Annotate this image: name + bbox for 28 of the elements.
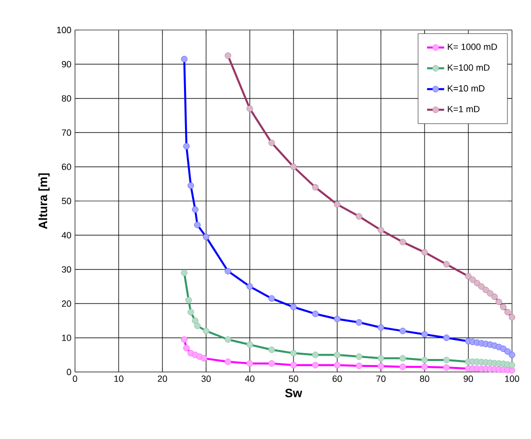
y-tick-label: 10 (62, 334, 72, 341)
legend-label: K=1 mD (448, 106, 480, 112)
y-tick-label: 20 (62, 300, 72, 307)
y-tick-label: 50 (62, 198, 72, 204)
y-tick-label: 30 (62, 266, 72, 273)
x-tick-label: 90 (464, 376, 473, 382)
x-tick-label: 30 (201, 376, 211, 382)
y-tick-label: 0 (66, 368, 72, 376)
y-tick-label: 100 (57, 26, 72, 34)
x-tick-label: 20 (158, 376, 168, 382)
x-tick-label: 50 (288, 376, 298, 382)
y-tick-label: 80 (62, 95, 72, 102)
x-tick-label: 0 (72, 376, 78, 382)
x-tick-label: 70 (376, 376, 386, 382)
x-tick-label: 40 (245, 376, 254, 382)
y-tick-label: 60 (62, 164, 72, 170)
legend-label: K= 1000 mD (448, 44, 497, 50)
y-tick-label: 70 (62, 129, 72, 136)
y-tick-label: 90 (62, 61, 72, 68)
x-tick-label: 60 (332, 376, 342, 382)
x-tick-label: 80 (420, 376, 430, 382)
x-tick-label: 100 (505, 376, 520, 382)
x-axis-title: Sw (285, 388, 302, 398)
y-axis-title: Altura [m] (38, 173, 50, 230)
legend-label: K=100 mD (448, 64, 490, 71)
x-tick-label: 10 (114, 376, 124, 382)
legend-label: K=10 mD (448, 85, 484, 92)
y-tick-label: 40 (62, 232, 72, 238)
